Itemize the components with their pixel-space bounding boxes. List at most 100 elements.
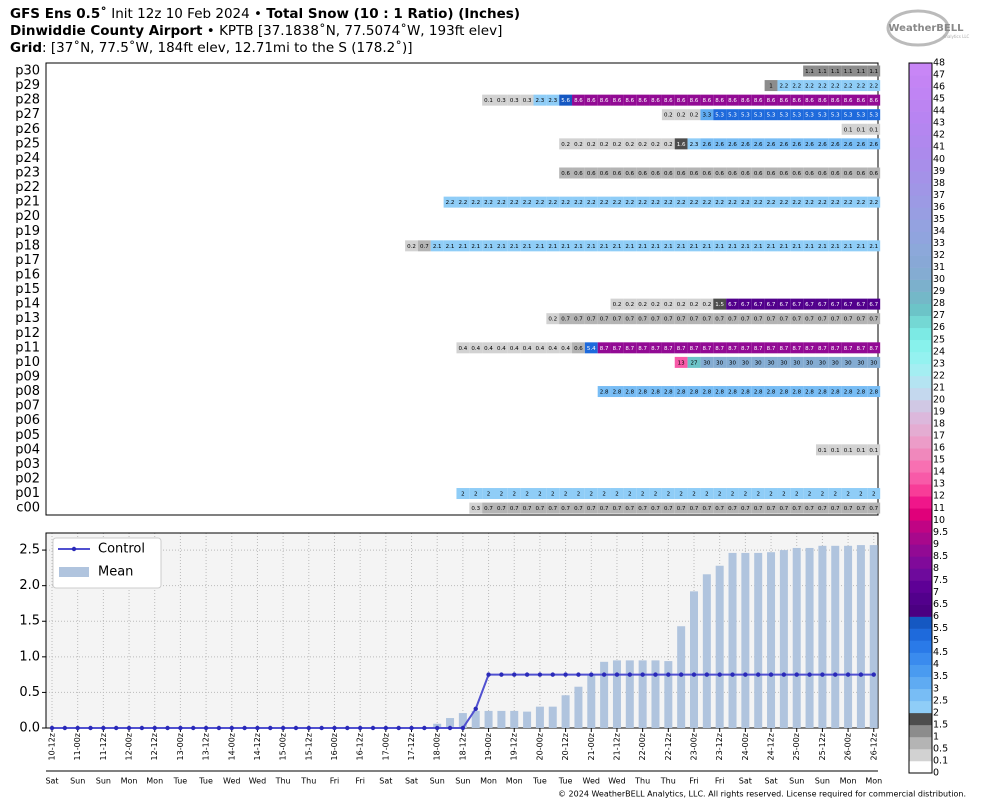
cell-label: 1.1 — [805, 69, 814, 75]
cell-label: 0.7 — [767, 317, 776, 323]
colorbar-bin — [909, 508, 932, 521]
cell-label: 2 — [654, 492, 658, 498]
cell-label: 0.1 — [818, 448, 827, 454]
x-tick-label: 14-00z — [227, 733, 236, 760]
cell — [726, 342, 739, 354]
colorbar-bin — [909, 640, 932, 653]
cell — [726, 138, 739, 150]
cell-label: 2.1 — [536, 244, 545, 250]
cell-label: 2.8 — [741, 390, 750, 396]
cell — [469, 196, 483, 208]
row-label: p24 — [15, 151, 40, 166]
cell-label: 0.6 — [844, 171, 853, 177]
colorbar-bin — [909, 676, 932, 690]
cell-label: 2.8 — [869, 390, 878, 396]
cell-label: 0.7 — [754, 506, 763, 512]
cell — [674, 356, 688, 368]
cell — [597, 488, 611, 500]
line-point — [730, 672, 735, 677]
cell — [661, 196, 675, 208]
cell-label: 8.6 — [625, 98, 634, 104]
cell — [738, 196, 752, 208]
x-tick-label: 19-12z — [510, 733, 519, 760]
cell — [867, 123, 881, 135]
cell — [713, 502, 727, 514]
cell-label: 6.7 — [818, 302, 827, 308]
cell-label: 2 — [718, 492, 722, 498]
cell-label: 0.7 — [497, 506, 506, 512]
cell-label: 2.1 — [561, 244, 570, 250]
cell-label: 0.2 — [638, 142, 647, 148]
cell — [661, 502, 675, 514]
cell-label: 0.1 — [844, 448, 853, 454]
line-point — [319, 725, 324, 731]
cell-label: 8.6 — [844, 98, 853, 104]
cell — [584, 342, 598, 354]
colorbar-label: 45 — [933, 94, 945, 105]
x-tick-label: 24-12z — [767, 733, 776, 760]
cell — [828, 488, 842, 500]
line-point — [268, 725, 273, 731]
cell-label: 8.7 — [690, 346, 699, 352]
cell-label: 8.6 — [664, 98, 673, 104]
cell-label: 2.8 — [613, 390, 622, 396]
line-point — [229, 725, 234, 731]
cell-label: 5.3 — [869, 113, 878, 119]
cell — [764, 502, 778, 514]
cell-label: 2.6 — [831, 142, 840, 148]
colorbar-bin — [909, 544, 932, 557]
cell-label: 8.6 — [587, 98, 596, 104]
cell — [661, 94, 675, 106]
location: Dinwiddie County Airport — [10, 23, 203, 39]
cell — [764, 138, 778, 150]
title-line: GFS Ens 0.5˚ Init 12z 10 Feb 2024 • Tota… — [10, 6, 520, 22]
colorbar-bin — [909, 75, 932, 88]
cell — [751, 386, 765, 398]
cell — [494, 502, 508, 514]
cell — [572, 488, 585, 500]
line-point — [101, 725, 106, 731]
cell-label: 0.7 — [510, 506, 519, 512]
cell-label: 2.1 — [523, 244, 532, 250]
colorbar-bin — [909, 279, 932, 292]
row-label: p04 — [15, 442, 40, 457]
cell — [777, 138, 791, 150]
line-point — [345, 725, 350, 731]
cell-label: 2.2 — [510, 200, 519, 206]
cell — [687, 313, 701, 325]
cell-label: 2.8 — [728, 390, 737, 396]
cell — [456, 488, 470, 500]
cell — [713, 386, 727, 398]
cell — [661, 240, 675, 252]
row-label: p11 — [15, 340, 40, 355]
cell — [610, 313, 624, 325]
bar — [869, 545, 878, 728]
cell — [700, 196, 714, 208]
cell — [546, 196, 560, 208]
cell — [649, 298, 662, 310]
cell — [764, 313, 778, 325]
cell-label: 0.7 — [844, 317, 853, 323]
cell-label: 6.7 — [805, 302, 814, 308]
row-label: p12 — [15, 326, 40, 341]
cell — [572, 94, 585, 106]
cell — [649, 313, 662, 325]
weekday-label: Fri — [330, 777, 340, 786]
cell-label: 2.6 — [818, 142, 827, 148]
cell-label: 5.6 — [561, 98, 570, 104]
cell-label: 2.1 — [433, 244, 442, 250]
colorbar-label: 25 — [933, 334, 945, 345]
colorbar-label: 18 — [933, 419, 945, 430]
cell-label: 8.6 — [754, 98, 763, 104]
cell-label: 5.3 — [754, 113, 763, 119]
cell-label: 2.2 — [792, 200, 801, 206]
cell — [546, 488, 560, 500]
weekday-label: Sat — [45, 777, 58, 786]
colorbar-label: 32 — [933, 250, 945, 261]
line-point — [756, 672, 761, 677]
copyright: © 2024 WeatherBELL Analytics, LLC. All r… — [558, 790, 966, 799]
cell — [649, 342, 662, 354]
cell-label: 2.8 — [818, 390, 827, 396]
cell-label: 0.3 — [471, 506, 480, 512]
